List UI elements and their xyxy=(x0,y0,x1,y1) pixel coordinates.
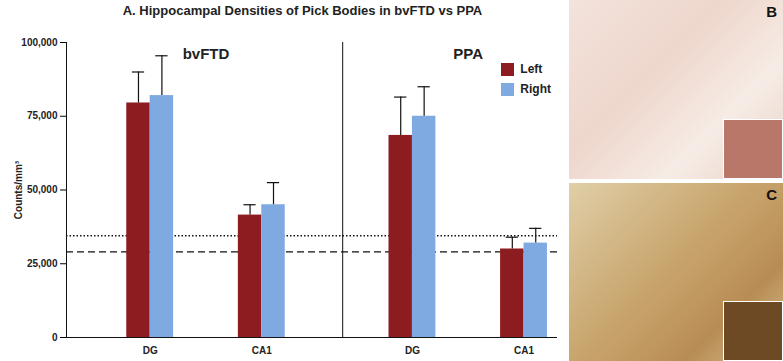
svg-text:75,000: 75,000 xyxy=(27,110,58,121)
svg-text:DG: DG xyxy=(405,345,420,356)
html-text:Right: Right xyxy=(520,82,551,96)
svg-text:50,000: 50,000 xyxy=(27,184,58,195)
svg-text:PPA: PPA xyxy=(453,45,483,62)
html-text:C: C xyxy=(766,185,777,203)
html-text:A. Hippocampal Densities of Pi: A. Hippocampal Densities of Pick Bodies … xyxy=(122,3,483,18)
svg-text:CA1: CA1 xyxy=(252,345,272,356)
svg-text:CA1: CA1 xyxy=(514,345,534,356)
html-text:B: B xyxy=(766,3,777,20)
svg-text:Counts/mm³: Counts/mm³ xyxy=(13,160,24,219)
svg-text:25,000: 25,000 xyxy=(27,258,58,269)
svg-text:bvFTD: bvFTD xyxy=(183,45,230,62)
svg-text:DG: DG xyxy=(143,345,158,356)
svg-text:100,000: 100,000 xyxy=(21,37,58,48)
svg-text:0: 0 xyxy=(52,332,58,343)
html-text:Left: Left xyxy=(520,62,543,76)
